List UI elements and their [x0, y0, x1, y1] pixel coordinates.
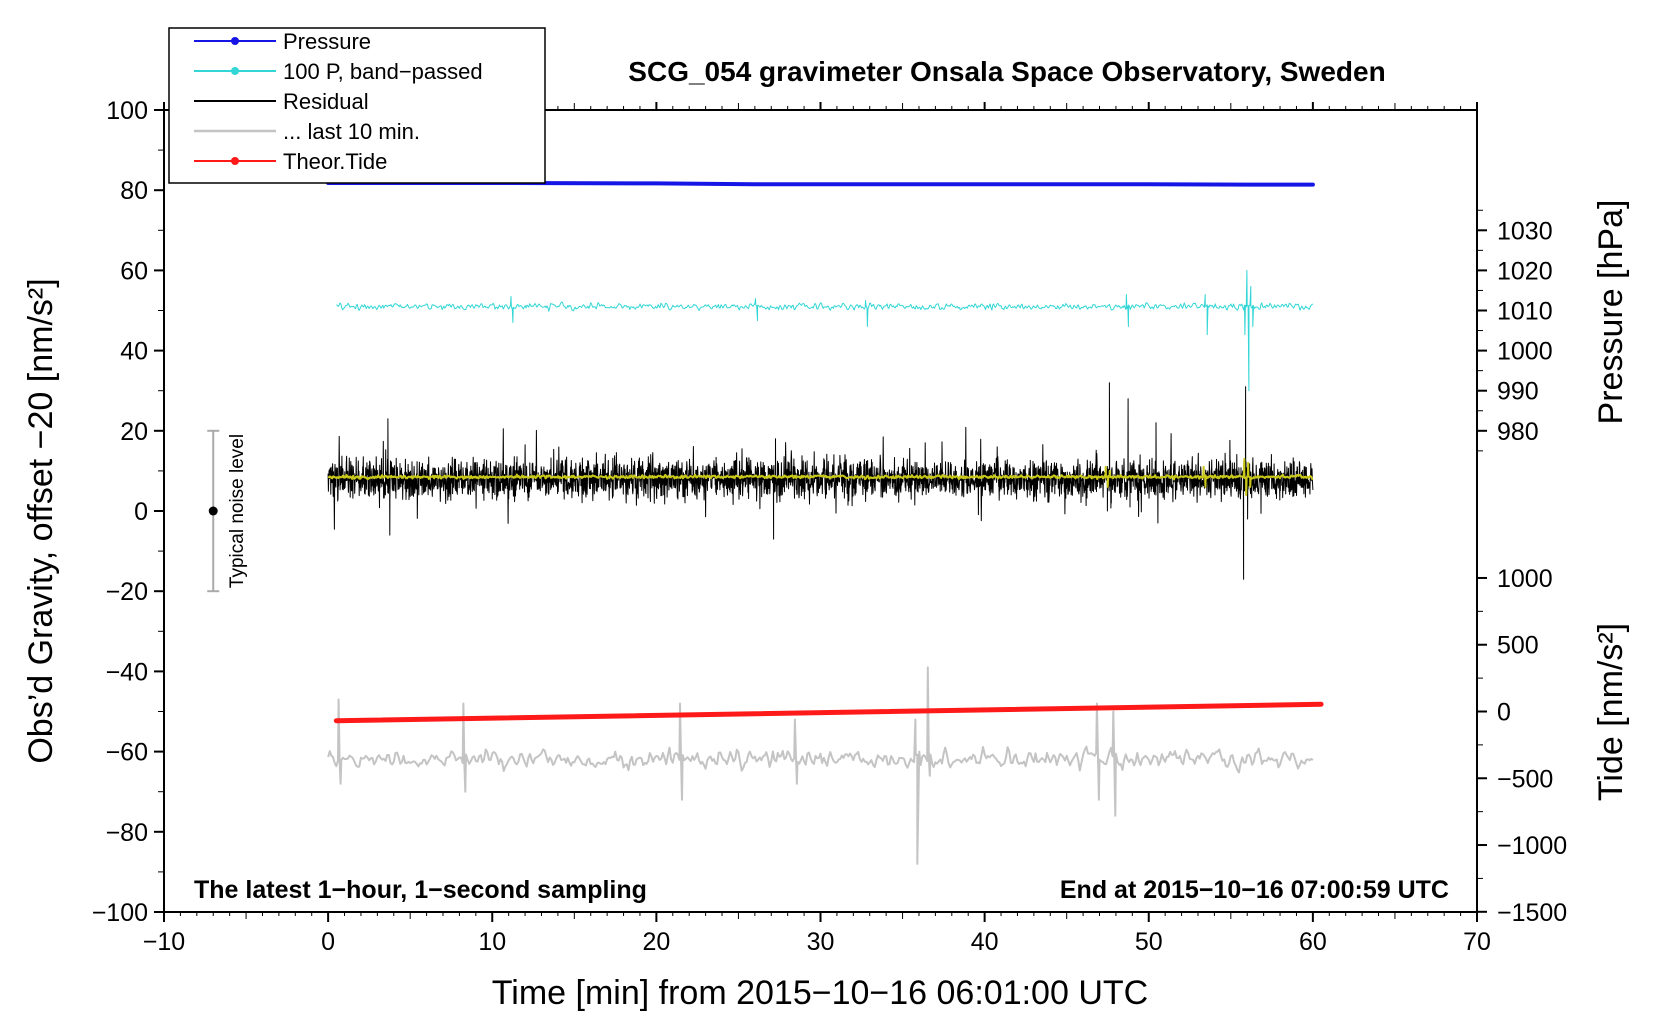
- legend-swatch-dot: [231, 67, 239, 75]
- y-tick-label: −20: [106, 578, 148, 606]
- tide-tick-label: −500: [1497, 765, 1553, 793]
- y-tick-label: −60: [106, 739, 148, 767]
- tide-tick-label: 500: [1497, 632, 1539, 660]
- legend-label: ... last 10 min.: [283, 119, 420, 144]
- pressure-tick-label: 990: [1497, 378, 1539, 406]
- legend-label: 100 P, band−passed: [283, 59, 483, 84]
- series-pressure: [326, 181, 1315, 187]
- x-tick-label: 0: [321, 928, 335, 956]
- pressure-tick-label: 1030: [1497, 217, 1553, 245]
- series--last-10-min-: [327, 666, 1314, 865]
- noise-bar-point: [208, 506, 218, 516]
- y-tick-label: 0: [134, 498, 148, 526]
- x-tick-label: 30: [807, 928, 835, 956]
- x-axis-ticks: −10 0 10 20 30 40 50 60 70: [143, 102, 1491, 956]
- x-axis-title: Time [min] from 2015−10−16 06:01:00 UTC: [492, 974, 1148, 1012]
- x-tick-label: 10: [478, 928, 506, 956]
- legend-swatch-dot: [231, 37, 239, 45]
- pressure-tick-label: 1020: [1497, 257, 1553, 285]
- legend: Pressure 100 P, band−passed Residual ... la…: [168, 27, 546, 184]
- y-tick-label: −40: [106, 658, 148, 686]
- pressure-tick-label: 1010: [1497, 298, 1553, 326]
- end-time-note: End at 2015−10−16 07:00:59 UTC: [1060, 876, 1449, 904]
- legend-box: [168, 27, 546, 184]
- sampling-note: The latest 1−hour, 1−second sampling: [194, 876, 647, 904]
- y-tick-label: 60: [120, 257, 148, 285]
- x-tick-label: 60: [1299, 928, 1327, 956]
- y-axis-ticks: 100 80 60 40 20 0 −20 −40 −60 −80 −100: [92, 97, 164, 927]
- series-theor-tide: [333, 701, 1324, 724]
- pressure-tick-label: 980: [1497, 418, 1539, 446]
- y-tick-label: −100: [92, 899, 148, 927]
- noise-level-bar: Typical noise level: [207, 429, 248, 593]
- series-residual-smoothed-: [327, 457, 1314, 496]
- pressure-axis-ticks: 1030 1020 1010 1000 990 980: [1477, 209, 1553, 452]
- noise-bar-label: Typical noise level: [227, 434, 248, 588]
- y-tick-label: 80: [120, 177, 148, 205]
- minor-ticks: [158, 103, 1462, 919]
- y-axis-title-pressure: Pressure [hPa]: [1592, 200, 1630, 425]
- legend-swatch-dot: [231, 157, 239, 165]
- tide-tick-label: 0: [1497, 699, 1511, 727]
- series-100-p-band-passed: [336, 269, 1314, 392]
- y-tick-label: 20: [120, 418, 148, 446]
- x-tick-label: 20: [642, 928, 670, 956]
- legend-label: Residual: [283, 89, 369, 114]
- y-tick-label: 100: [106, 97, 148, 125]
- series-residual: [327, 382, 1314, 580]
- x-tick-label: −10: [143, 928, 185, 956]
- tide-axis-ticks: 1000 500 0 −500 −1000 −1500: [1477, 565, 1567, 927]
- x-tick-label: 70: [1463, 928, 1491, 956]
- pressure-tick-label: 1000: [1497, 338, 1553, 366]
- y-axis-title-left: Obs’d Gravity, offset −20 [nm/s²]: [22, 278, 60, 763]
- legend-label: Pressure: [283, 29, 371, 54]
- tide-tick-label: 1000: [1497, 565, 1553, 593]
- series-group: [326, 181, 1324, 865]
- legend-label: Theor.Tide: [283, 149, 387, 174]
- tide-tick-label: −1500: [1497, 899, 1567, 927]
- x-tick-label: 50: [1135, 928, 1163, 956]
- x-tick-label: 40: [971, 928, 999, 956]
- chart-title: SCG_054 gravimeter Onsala Space Observat…: [628, 56, 1385, 87]
- tide-tick-label: −1000: [1497, 832, 1567, 860]
- y-tick-label: 40: [120, 338, 148, 366]
- y-tick-label: −80: [106, 819, 148, 847]
- y-axis-title-tide: Tide [nm/s²]: [1592, 623, 1630, 801]
